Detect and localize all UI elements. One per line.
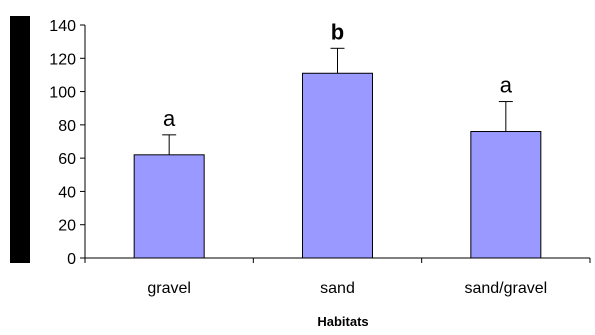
y-tick-label: 100 <box>49 85 76 102</box>
category-label: sand/gravel <box>464 280 547 297</box>
bar-sand-gravel <box>470 131 542 259</box>
significance-labels: a b a <box>163 19 513 131</box>
bar-sand <box>302 72 373 259</box>
y-tick-label: 0 <box>67 251 76 268</box>
y-tick-label: 20 <box>58 218 76 235</box>
y-tick-label: 120 <box>49 51 76 68</box>
category-labels: gravel sand sand/gravel <box>147 280 547 297</box>
y-tick-label: 40 <box>58 184 76 201</box>
error-bars <box>162 47 513 155</box>
significance-label: a <box>500 73 513 98</box>
y-tick-label: 140 <box>49 18 76 35</box>
y-tick-label: 60 <box>58 151 76 168</box>
y-tick-label: 80 <box>58 118 76 135</box>
category-label: gravel <box>147 280 191 297</box>
significance-label: a <box>163 106 176 131</box>
bar-gravel <box>133 154 205 259</box>
category-label: sand <box>320 280 355 297</box>
y-axis-label-block <box>10 16 30 263</box>
bar-series <box>133 72 542 259</box>
significance-label: b <box>331 19 344 44</box>
x-axis-ticks <box>84 258 591 263</box>
x-axis-title: Habitats <box>317 314 368 329</box>
y-axis-ticks: 0 20 40 60 80 100 120 140 <box>49 18 85 268</box>
